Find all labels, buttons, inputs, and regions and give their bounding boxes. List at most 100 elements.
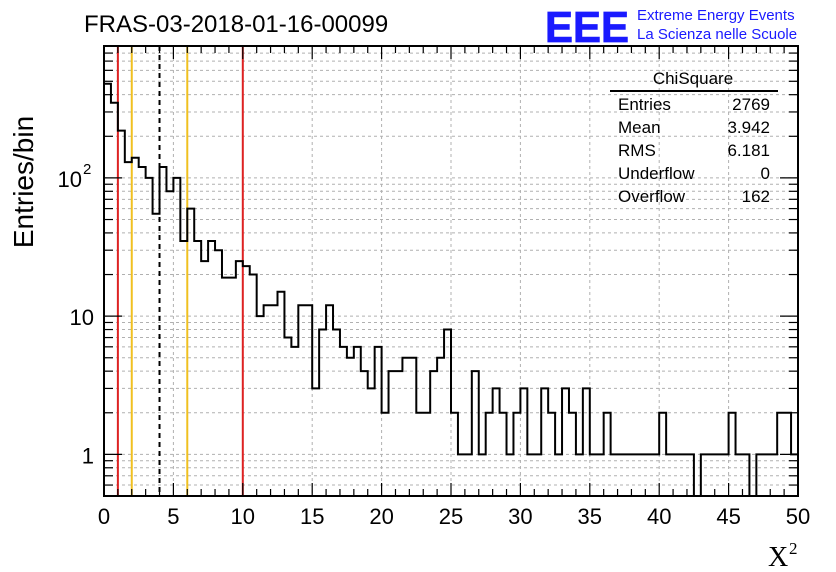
logo-line-2: La Scienza nelle Scuole xyxy=(637,26,797,43)
x-tick-label: 20 xyxy=(369,504,393,529)
histogram-bin xyxy=(569,413,576,496)
stats-rows: Entries 2769 Mean 3.942 RMS 6.181 Underflow 0 Ov… xyxy=(618,95,770,206)
logo-mark: EEE xyxy=(545,3,629,52)
histogram-bin xyxy=(139,167,146,496)
histogram-bin xyxy=(562,388,569,496)
histogram-bin xyxy=(673,454,680,496)
x-axis-label: X 2 xyxy=(768,539,798,572)
histogram-bin xyxy=(659,413,666,496)
histogram-bin xyxy=(382,413,389,496)
x-tick-label: 25 xyxy=(439,504,463,529)
histogram-bin xyxy=(486,413,493,496)
stats-row-value: 6.181 xyxy=(727,141,770,160)
histogram-bin xyxy=(756,454,763,496)
histogram-bin xyxy=(708,454,715,496)
histogram-bin xyxy=(361,371,368,496)
histogram-bin xyxy=(132,158,139,496)
histogram-bin xyxy=(597,454,604,496)
x-tick-label: 50 xyxy=(786,504,810,529)
histogram-bin xyxy=(513,413,520,496)
histogram-bin xyxy=(430,371,437,496)
histogram-bin xyxy=(347,358,354,496)
histogram-bin xyxy=(298,305,305,496)
histogram-bin xyxy=(409,358,416,496)
stats-row-label: Entries xyxy=(618,95,671,114)
eee-logo: EEE Extreme Energy Events La Scienza nel… xyxy=(545,3,798,53)
histogram-bin xyxy=(257,316,264,496)
histogram-bin xyxy=(333,330,340,496)
x-tick-label: 40 xyxy=(647,504,671,529)
histogram-bin xyxy=(590,454,597,496)
histogram-bin xyxy=(618,454,625,496)
histogram-bin xyxy=(243,266,250,496)
y-tick-label-base: 10 xyxy=(58,167,82,192)
histogram-bin xyxy=(187,209,194,496)
histogram-bin xyxy=(451,413,458,496)
histogram-bin xyxy=(215,250,222,496)
stats-row-label: Underflow xyxy=(618,164,695,183)
histogram-bin xyxy=(160,167,167,496)
histogram-bin xyxy=(611,454,618,496)
histogram-bin xyxy=(500,413,507,496)
histogram-bin xyxy=(687,454,694,496)
histogram-bin xyxy=(291,347,298,496)
histogram-bin xyxy=(389,371,396,496)
histogram-bin xyxy=(493,388,500,496)
histogram-bin xyxy=(340,347,347,496)
x-tick-labels: 0 5 10 15 20 25 30 35 40 45 50 xyxy=(98,504,810,529)
histogram-bin xyxy=(264,305,271,496)
logo-line-1: Extreme Energy Events xyxy=(637,7,795,24)
histogram-bin xyxy=(763,454,770,496)
histogram-bin xyxy=(541,388,548,496)
histogram-bin xyxy=(375,347,382,496)
y-tick-label-base: 10 xyxy=(70,305,94,330)
histogram-bin xyxy=(402,358,409,496)
x-axis-label-symbol: X xyxy=(768,542,788,572)
histogram-bin xyxy=(555,454,562,496)
stats-row-value: 2769 xyxy=(732,95,770,114)
stats-box: ChiSquare Entries 2769 Mean 3.942 RMS 6.181 Un… xyxy=(610,69,778,206)
x-tick-label: 0 xyxy=(98,504,110,529)
histogram-bin xyxy=(180,241,187,496)
histogram-bin xyxy=(729,413,736,496)
histogram-bin xyxy=(742,454,749,496)
histogram-bin xyxy=(125,162,132,496)
y-axis-label: Entries/bin xyxy=(8,116,39,248)
stats-row-value: 3.942 xyxy=(727,118,770,137)
histogram-bin xyxy=(166,191,173,496)
stats-row-label: Overflow xyxy=(618,187,686,206)
histogram-bin xyxy=(201,261,208,496)
histogram-bin xyxy=(715,454,722,496)
histogram-bin xyxy=(354,347,361,496)
stats-row-label: RMS xyxy=(618,141,656,160)
x-tick-label: 30 xyxy=(508,504,532,529)
histogram-bin xyxy=(305,305,312,496)
histogram-bin xyxy=(666,454,673,496)
histogram-bin xyxy=(395,371,402,496)
histogram-bin xyxy=(722,454,729,496)
histogram-bin xyxy=(701,454,708,496)
histogram-bin xyxy=(229,278,236,496)
histogram-bin xyxy=(736,454,743,496)
y-tick-label: 10 xyxy=(70,305,94,330)
histogram-bin xyxy=(548,413,555,496)
histogram-bin xyxy=(423,413,430,496)
x-tick-label: 15 xyxy=(300,504,324,529)
histogram-bin xyxy=(652,454,659,496)
x-tick-label: 5 xyxy=(167,504,179,529)
histogram-bin xyxy=(583,388,590,496)
histogram-bin xyxy=(118,131,125,496)
histogram-bin xyxy=(770,454,777,496)
histogram-bin xyxy=(527,454,534,496)
histogram-bin xyxy=(153,214,160,496)
histogram-bin xyxy=(472,371,479,496)
histogram-bin xyxy=(645,454,652,496)
histogram-bin xyxy=(208,241,215,496)
histogram-bin xyxy=(631,454,638,496)
stats-row-label: Mean xyxy=(618,118,661,137)
histogram-bin xyxy=(437,358,444,496)
x-tick-label: 10 xyxy=(231,504,255,529)
histogram-bin xyxy=(680,454,687,496)
histogram-bin xyxy=(604,413,611,496)
